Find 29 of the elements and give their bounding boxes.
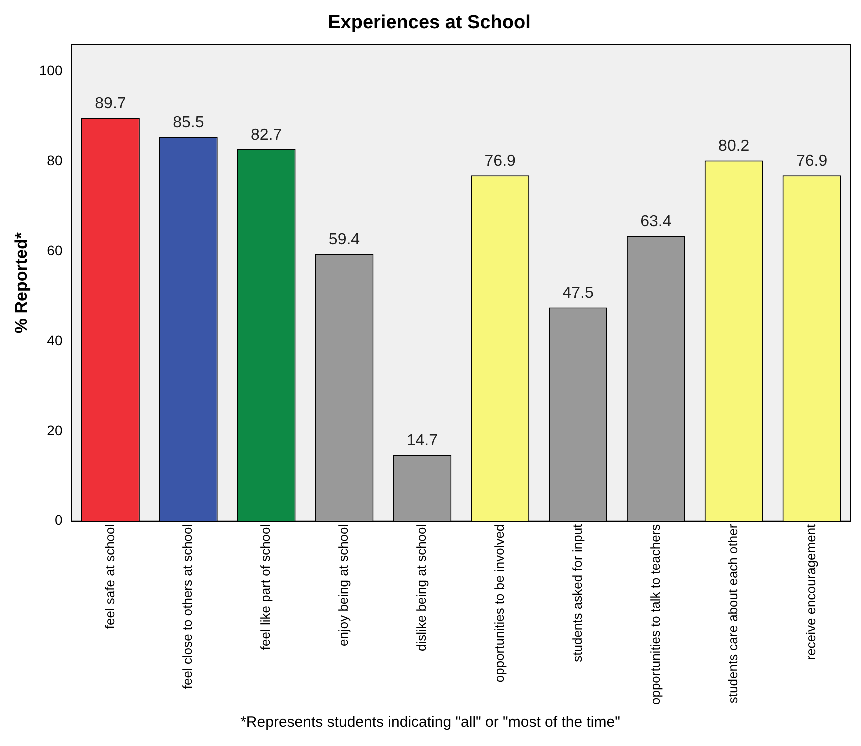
data-label: 63.4 <box>640 214 672 231</box>
text: *Represents students indicating "all" or "most of the time" <box>240 714 622 731</box>
x-tick-label: enjoy being at school <box>336 524 352 646</box>
data-label: 59.4 <box>328 232 360 249</box>
x-tick-label: feel safe at school <box>102 524 118 630</box>
data-label: 47.5 <box>562 285 594 302</box>
y-tick-label: 40 <box>47 332 63 348</box>
x-tick-label: opportunities to be involved <box>492 524 507 683</box>
chart-title: Experiences at School <box>328 12 531 34</box>
y-tick-label: 0 <box>54 512 63 528</box>
x-tick-label: students care about each other <box>726 524 741 704</box>
y-tick-label: 100 <box>39 62 63 79</box>
x-tick-label: students asked for input <box>570 524 585 662</box>
x-tick-label: dislike being at school <box>414 524 429 652</box>
data-label: 80.2 <box>718 138 750 156</box>
x-tick-label: opportunities to talk to teachers <box>648 524 663 706</box>
data-label: 14.7 <box>406 432 438 450</box>
y-tick-label: 20 <box>47 422 63 438</box>
x-tick-label: feel close to others at school <box>180 524 196 690</box>
x-tick-label: feel like part of school <box>258 524 274 650</box>
x-tick-label: receive encouragement <box>804 524 819 660</box>
data-label: 89.7 <box>95 95 126 112</box>
data-label: 76.9 <box>796 153 828 170</box>
data-label: 85.5 <box>173 114 204 132</box>
y-tick-label: 60 <box>47 242 63 258</box>
y-tick-label: 80 <box>47 152 63 169</box>
data-label: 82.7 <box>251 126 282 144</box>
data-label: 76.9 <box>484 153 516 170</box>
y-axis-title: % Reported* <box>12 232 31 334</box>
